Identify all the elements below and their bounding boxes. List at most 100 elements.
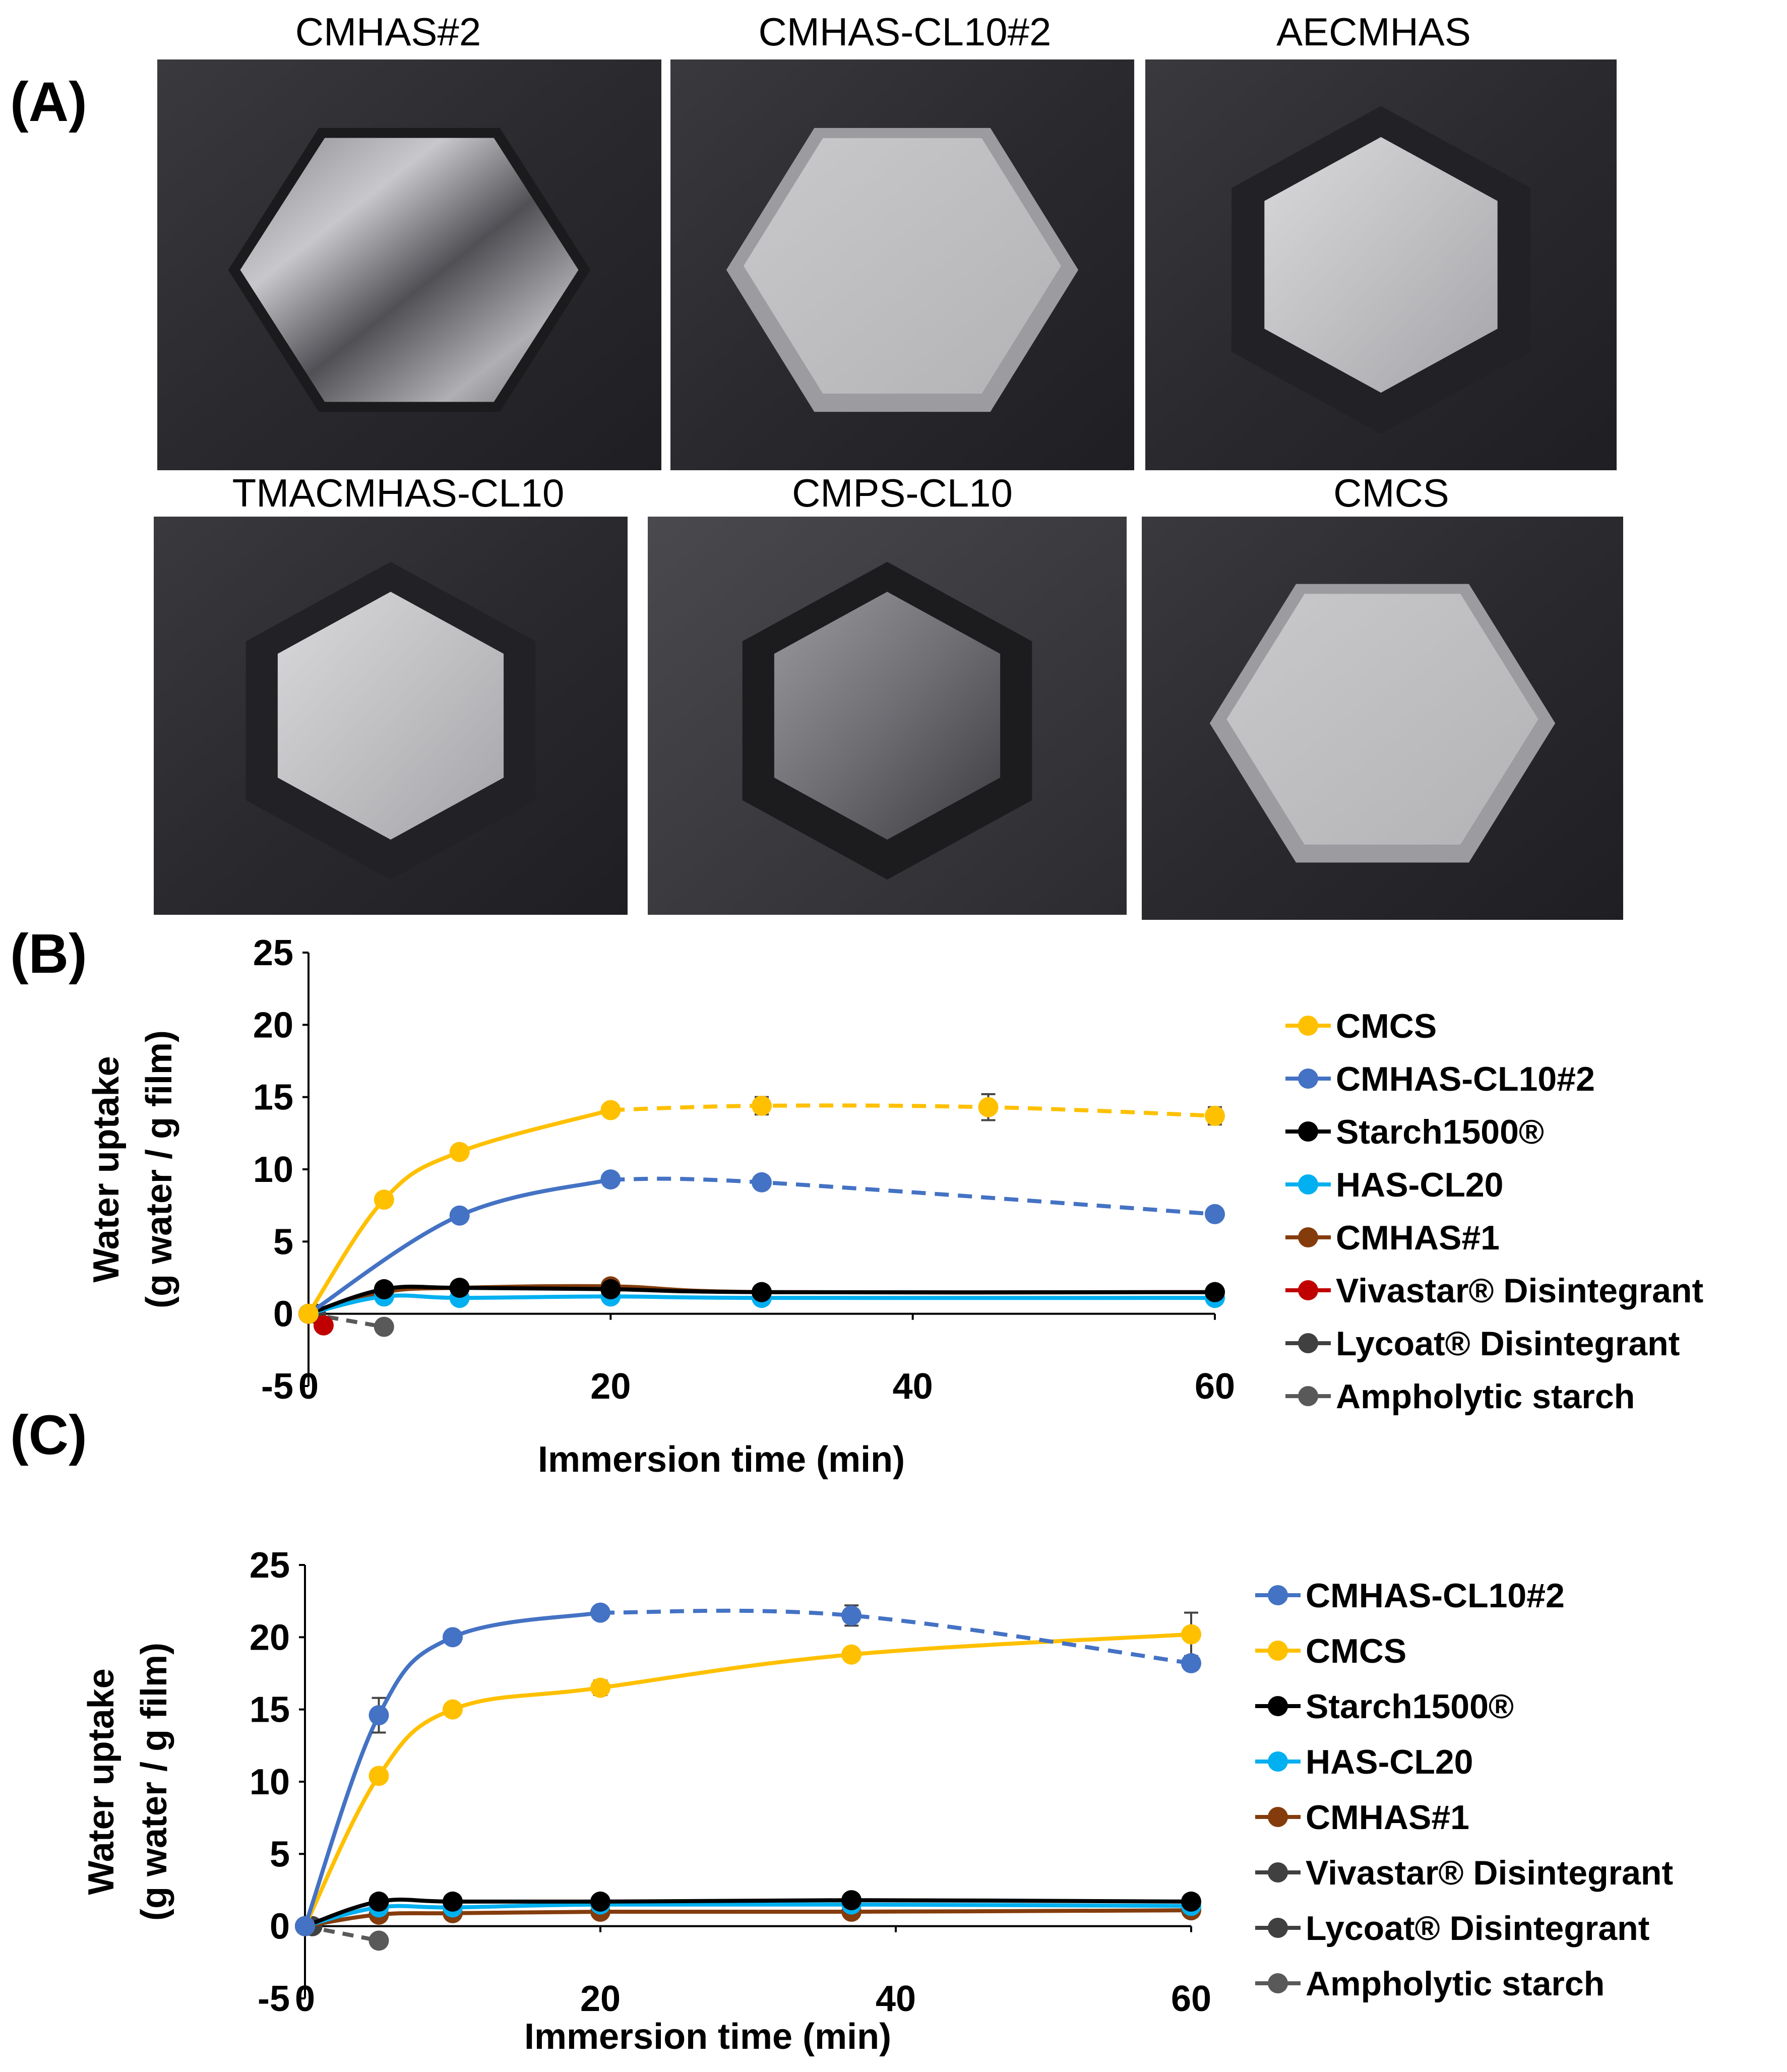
film-sample [1226, 594, 1538, 845]
legend-entry: Ampholytic starch [1285, 1377, 1635, 1416]
legend-label: HAS-CL20 [1306, 1743, 1473, 1781]
legend-entry: CMHAS-CL10#2 [1285, 1060, 1595, 1098]
film-sample [277, 592, 504, 840]
series-starch1500- [298, 1278, 1225, 1324]
y-tick-label: -5 [258, 1979, 290, 2019]
y-tick-label: 10 [253, 1150, 293, 1190]
legend-label: Starch1500® [1336, 1113, 1544, 1151]
series-line-dashed [610, 1176, 1215, 1216]
legend-swatch-marker [1298, 1280, 1318, 1300]
legend-entry: CMCS [1285, 1007, 1437, 1045]
data-point [449, 1205, 470, 1226]
legend-entry: HAS-CL20 [1285, 1166, 1504, 1204]
legend-label: CMHAS-CL10#2 [1336, 1060, 1595, 1098]
film-sample [1264, 137, 1498, 393]
legend-swatch-marker [1268, 1973, 1288, 1993]
series-cmhas-cl10-2 [295, 1602, 1201, 1936]
photo-label: CMCS [1333, 471, 1449, 515]
data-point [978, 1097, 999, 1117]
data-point [1205, 1105, 1225, 1126]
legend-label: Starch1500® [1306, 1687, 1514, 1726]
series-line [304, 1908, 1192, 1928]
legend-label: CMHAS#1 [1336, 1219, 1500, 1257]
legend-label: HAS-CL20 [1336, 1166, 1504, 1204]
legend-swatch-marker [1268, 1696, 1288, 1716]
y-tick-label: 0 [273, 1294, 293, 1335]
y-tick-label: 5 [270, 1834, 290, 1874]
y-tick-label: 5 [273, 1222, 293, 1262]
x-tick-label: 40 [893, 1366, 933, 1407]
series-cmcs [298, 1093, 1225, 1324]
legend-entry: CMCS [1255, 1632, 1406, 1670]
legend-label: Lycoat® Disintegrant [1306, 1909, 1649, 1948]
x-axis-title: Immersion time (min) [538, 1439, 905, 1480]
y-axis-title: Water uptake [81, 1668, 121, 1895]
legend-entry: Starch1500® [1255, 1687, 1514, 1726]
data-point [374, 1316, 394, 1337]
film-photo [154, 517, 628, 915]
legend-swatch-marker [1268, 1862, 1288, 1882]
y-axis-title: (g water / g film) [134, 1643, 174, 1921]
film-sample [774, 592, 1001, 840]
film-sample [240, 138, 579, 402]
data-point [374, 1189, 394, 1210]
legend-label: Lycoat® Disintegrant [1336, 1325, 1680, 1363]
y-tick-label: 15 [253, 1078, 293, 1118]
x-tick-label: 60 [1195, 1366, 1235, 1407]
photo-label: AECMHAS [1276, 10, 1471, 54]
legend-entry: CMHAS#1 [1255, 1798, 1469, 1837]
photo-label: CMHAS-CL10#2 [759, 10, 1052, 54]
legend-swatch-marker [1298, 1174, 1318, 1195]
data-point [298, 1303, 319, 1324]
data-point [600, 1100, 621, 1120]
data-point [841, 1605, 862, 1626]
legend-entry: CMHAS-CL10#2 [1255, 1577, 1565, 1615]
photo-label: CMHAS#2 [295, 10, 481, 54]
data-point [1205, 1204, 1225, 1224]
data-point [752, 1095, 772, 1116]
legend-label: CMCS [1336, 1007, 1437, 1045]
data-point [368, 1930, 389, 1951]
y-tick-label: 20 [250, 1617, 290, 1658]
legend-swatch-marker [1298, 1333, 1318, 1353]
y-tick-label: 25 [253, 933, 293, 973]
y-tick-label: 20 [253, 1005, 293, 1045]
legend-label: CMHAS#1 [1306, 1798, 1469, 1837]
film-photo [1142, 517, 1623, 920]
x-tick-label: 20 [590, 1366, 631, 1407]
legend-entry: Ampholytic starch [1255, 1965, 1605, 2003]
legend-swatch-marker [1298, 1227, 1318, 1247]
x-tick-label: 20 [580, 1979, 621, 2019]
y-axis-title: (g water / g film) [139, 1030, 179, 1308]
data-point [1181, 1624, 1201, 1645]
data-point [374, 1279, 394, 1299]
legend-swatch-marker [1268, 1918, 1288, 1938]
legend-swatch-marker [1298, 1069, 1318, 1089]
legend-label: CMCS [1306, 1632, 1406, 1670]
legend-entry: HAS-CL20 [1255, 1743, 1473, 1781]
legend-entry: CMHAS#1 [1285, 1219, 1500, 1257]
series-cmcs [295, 1611, 1201, 1936]
y-tick-label: 25 [250, 1545, 290, 1586]
data-point [443, 1627, 463, 1648]
data-point [841, 1890, 862, 1911]
panel-label-b: (B) [10, 923, 87, 985]
film-photo [157, 59, 661, 470]
data-point [368, 1766, 389, 1786]
data-point [449, 1278, 470, 1298]
y-tick-label: 0 [270, 1907, 290, 1947]
x-tick-label: 60 [1171, 1979, 1211, 2019]
y-tick-label: 15 [250, 1690, 290, 1730]
series-line-dashed [610, 1103, 1215, 1118]
series-line [303, 1610, 601, 1927]
legend-swatch-marker [1268, 1641, 1288, 1661]
data-point [368, 1891, 389, 1912]
legend-label: Ampholytic starch [1336, 1377, 1635, 1416]
legend-label: CMHAS-CL10#2 [1306, 1577, 1565, 1615]
legend-label: Ampholytic starch [1306, 1965, 1605, 2003]
legend-entry: Lycoat® Disintegrant [1285, 1325, 1680, 1363]
data-point [1205, 1282, 1225, 1302]
